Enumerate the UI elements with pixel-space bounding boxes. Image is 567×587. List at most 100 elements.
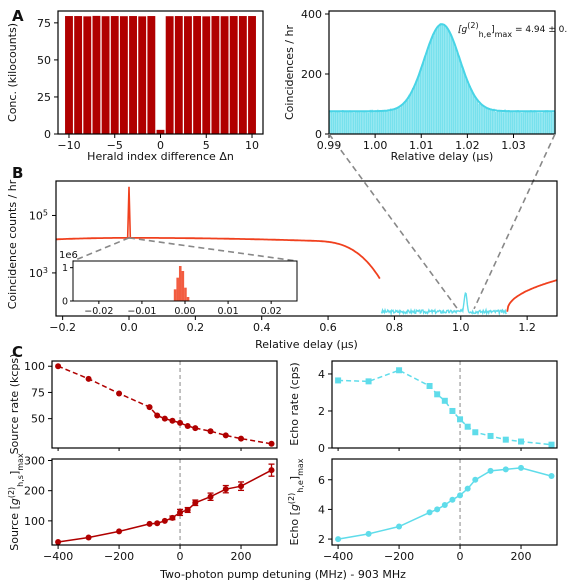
inset-xtick-label: 0.02 (261, 306, 282, 317)
histogram-bin-a2 (380, 111, 383, 134)
histogram-bin-a2 (343, 110, 346, 134)
inset-guide-right (128, 237, 298, 262)
inset-xtick-label: −0.01 (127, 306, 156, 317)
histogram-bin-a2 (524, 110, 527, 134)
bar-a1 (83, 16, 92, 135)
histogram-bin-a2 (437, 25, 440, 135)
histogram-bin-a2 (454, 46, 457, 134)
source-trace-b (56, 237, 381, 280)
histogram-bin-a2 (500, 111, 503, 134)
panel-label-b: B (12, 164, 23, 182)
histogram-bin-a2 (364, 111, 366, 134)
histogram-bin-a2 (487, 108, 490, 134)
data-point-c2 (464, 423, 471, 430)
data-point-c3 (161, 517, 168, 524)
histogram-bin-a2 (533, 110, 536, 134)
xtick-label-b: 0.0 (120, 321, 138, 334)
xlabel-b: Relative delay (μs) (255, 338, 358, 351)
ytick-label-a1: 0 (44, 128, 51, 141)
data-point-c2 (441, 397, 448, 404)
data-point-c4 (449, 496, 456, 503)
inset-ytick-label: 0 (62, 297, 68, 308)
histogram-bin-a2 (412, 88, 414, 134)
histogram-bin-a2 (369, 109, 372, 134)
histogram-bin-a2 (461, 68, 464, 134)
ytick-label-c4: 6 (318, 474, 325, 487)
chart-c2-frame (331, 360, 558, 449)
histogram-bin-a2 (332, 112, 335, 134)
data-point-c4 (441, 501, 448, 508)
histogram-bin-a2 (506, 111, 508, 134)
xtick-label-a2: 1.03 (501, 139, 526, 152)
bar-a1 (110, 16, 119, 134)
xtick-label-b: 1.0 (452, 321, 470, 334)
data-point-c3 (55, 538, 62, 545)
chart-c4-frame (331, 458, 558, 546)
data-point-c1 (146, 404, 153, 411)
histogram-bin-a2 (504, 109, 506, 134)
bar-a1 (193, 16, 202, 134)
bar-a1 (138, 16, 147, 135)
chart-c3-frame (51, 458, 278, 546)
histogram-bin-a2 (402, 103, 405, 134)
bar-a1 (129, 16, 137, 134)
ytick-label-b: 103 (29, 265, 48, 280)
bar-a1 (174, 16, 183, 134)
histogram-bin-a2 (467, 81, 470, 134)
xtick-label-b: 0.2 (187, 321, 205, 334)
bar-a1 (165, 16, 174, 135)
data-point-c3 (177, 509, 184, 516)
data-point-c1 (268, 440, 275, 447)
histogram-bin-a2 (448, 31, 451, 134)
histogram-bin-a2 (340, 112, 342, 134)
inset-ytick-label: 1 (62, 263, 68, 274)
histogram-bin-a2 (426, 49, 429, 134)
panel-label-a: A (12, 7, 24, 25)
data-point-c1 (154, 412, 161, 419)
histogram-bin-a2 (546, 110, 549, 134)
histogram-bin-a2 (445, 26, 447, 134)
data-point-c4 (426, 509, 433, 516)
data-point-c2 (457, 416, 464, 423)
histogram-bin-a2 (341, 110, 344, 134)
histogram-bin-a2 (483, 107, 486, 134)
ylabel-c4: Echo [g(2)h,e]max (287, 458, 305, 545)
histogram-bin-a2 (450, 36, 453, 134)
chart-a2-frame (328, 10, 556, 135)
xtick-label-a1: 10 (245, 139, 259, 152)
histogram-bin-a2 (336, 111, 339, 134)
xtick-label-a1: 5 (203, 139, 210, 152)
data-point-c2 (472, 429, 479, 436)
histogram-bin-a2 (539, 112, 541, 134)
histogram-bin-a2 (458, 56, 460, 134)
histogram-bin-a2 (432, 35, 434, 134)
histogram-bin-a2 (434, 30, 436, 134)
histogram-bin-a2 (347, 111, 350, 134)
inset-exponent-label: 1e6 (59, 250, 78, 261)
series-line-c3 (57, 469, 272, 543)
histogram-bin-a2 (349, 110, 351, 134)
bar-a1 (119, 16, 128, 135)
histogram-bin-a2 (389, 108, 392, 134)
data-point-c1 (207, 428, 214, 435)
data-point-c4 (464, 485, 471, 492)
histogram-bin-a2 (397, 107, 399, 134)
histogram-bin-a2 (436, 27, 438, 135)
annotation-a2: [g(2)h,e]max = 4.94 ± 0.04 (458, 21, 567, 39)
data-point-c1 (85, 375, 92, 382)
ylabel-a1: Conc. (kilocounts) (6, 23, 19, 122)
histogram-bin-a2 (391, 109, 394, 134)
inset-spike-bar (181, 271, 185, 301)
inset-spike-bar (186, 297, 190, 301)
data-point-c2 (449, 407, 456, 414)
series-line-c2 (338, 369, 552, 446)
histogram-bin-a2 (535, 112, 538, 134)
histogram-bin-a2 (415, 81, 418, 134)
histogram-bin-a2 (423, 59, 425, 134)
histogram-bin-a2 (544, 110, 547, 134)
histogram-bin-a2 (430, 39, 433, 134)
histogram-bin-a2 (469, 85, 471, 134)
ytick-label-a1: 75 (37, 17, 51, 30)
histogram-bin-a2 (485, 108, 488, 134)
ytick-label-c3: 300 (24, 455, 45, 468)
